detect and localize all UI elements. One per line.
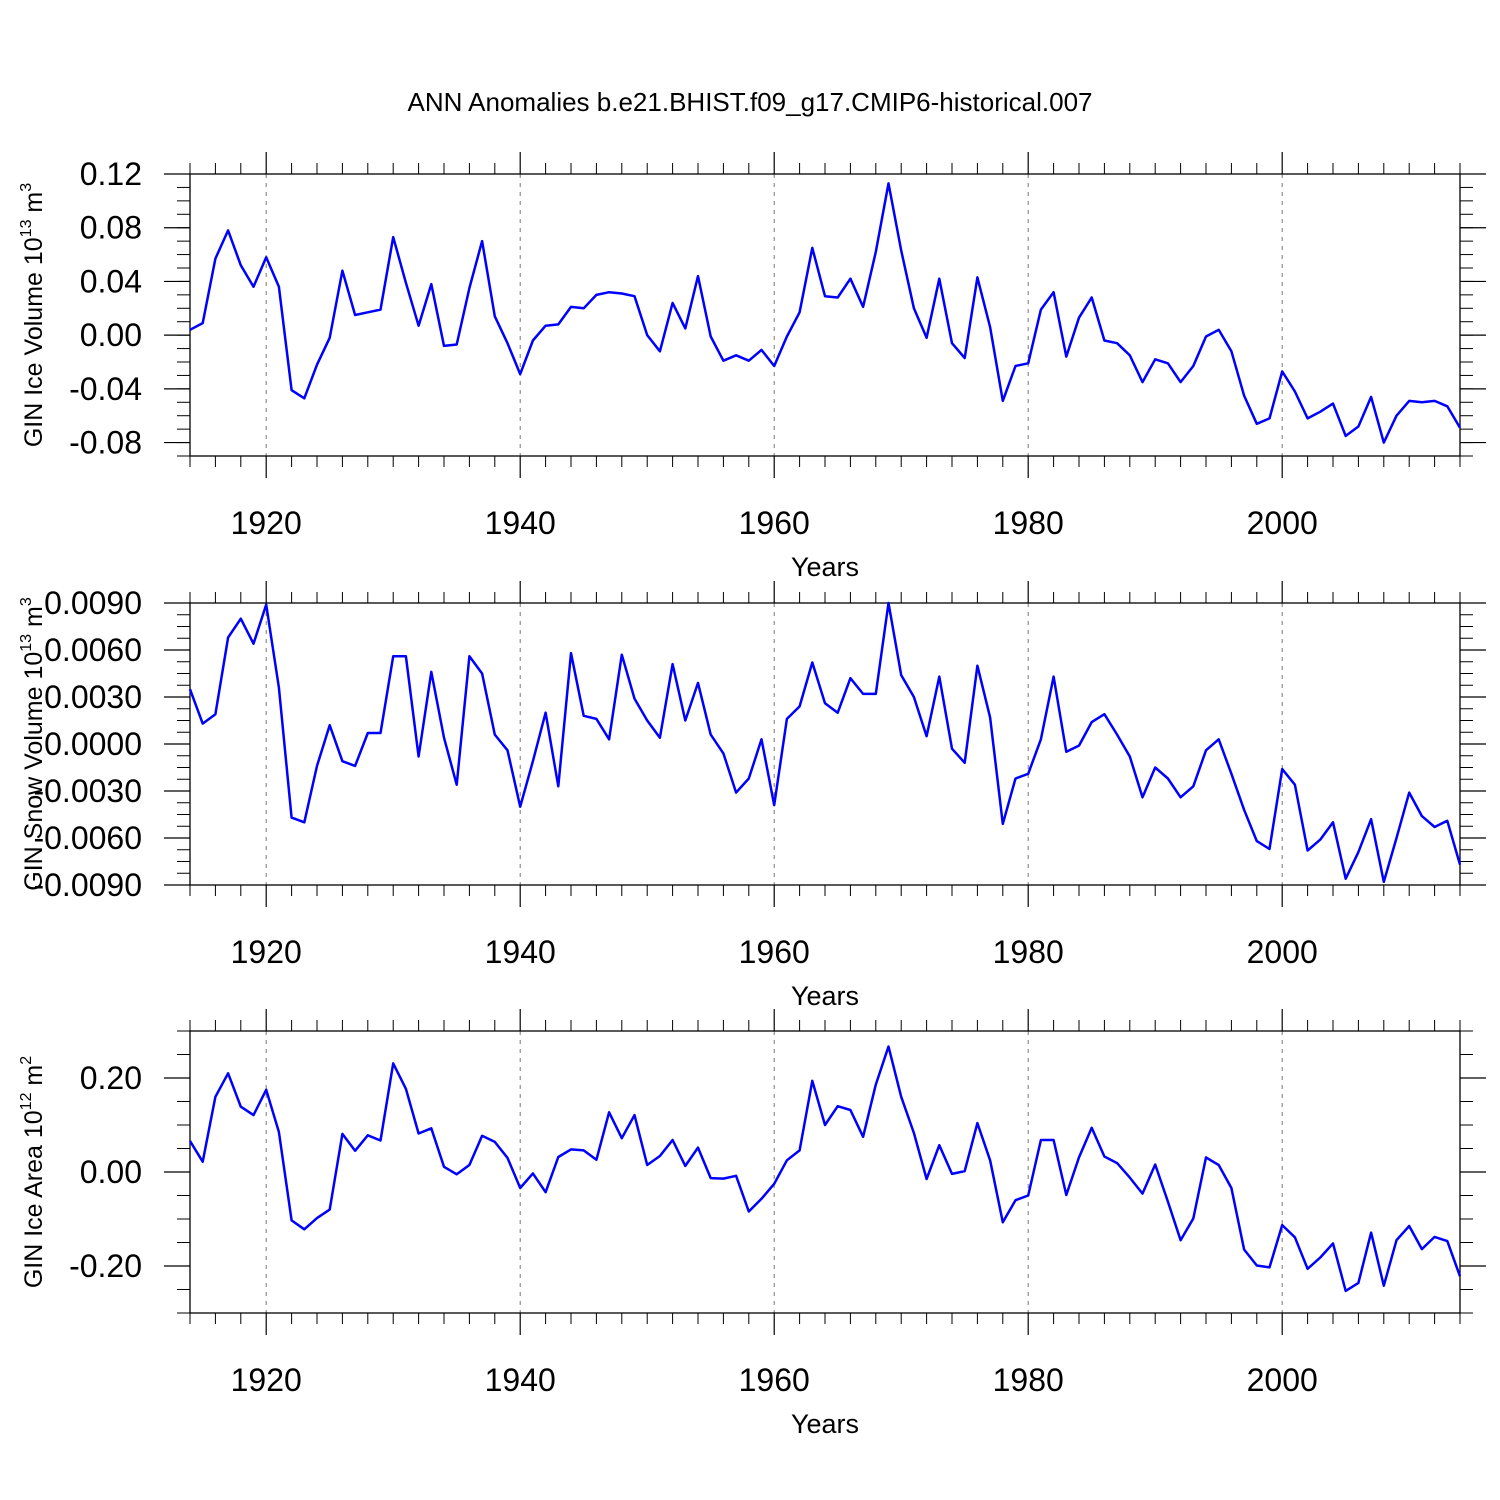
y-axis-label-exponent: 13 — [18, 634, 35, 652]
y-tick-label: 0.20 — [80, 1060, 142, 1096]
y-tick-label: -0.20 — [69, 1248, 142, 1284]
y-axis-label-unit: m — [20, 606, 48, 634]
x-tick-label: 1920 — [231, 505, 302, 541]
panel-3-series-line — [188, 1045, 1462, 1293]
x-tick-label: 1980 — [993, 1362, 1064, 1398]
y-tick-label: 0.08 — [80, 210, 142, 246]
x-axis-label: Years — [791, 981, 859, 1011]
y-axis-label-exponent: 13 — [18, 219, 35, 237]
x-tick-label: 1980 — [993, 505, 1064, 541]
y-axis-label: GIN Ice Volume 1013 m3 — [18, 183, 48, 447]
x-tick-label: 1940 — [485, 1362, 556, 1398]
x-tick-label: 1960 — [739, 1362, 810, 1398]
plot-frame — [189, 602, 1461, 886]
x-tick-label: 1920 — [231, 934, 302, 970]
x-tick-label: 1980 — [993, 934, 1064, 970]
x-tick-label: 1960 — [739, 505, 810, 541]
panel-2-series-line — [188, 601, 1462, 884]
y-axis-label-text: GIN Ice Area 10 — [20, 1110, 48, 1288]
y-axis-label-unit: m — [20, 1065, 48, 1093]
plot-frame — [189, 1030, 1461, 1314]
y-axis-label-exponent: 12 — [18, 1092, 35, 1110]
y-axis-label-unit-exponent: 3 — [18, 183, 35, 192]
panel-ice-volume: 1920 1940 1960 1980 2000 0.12 0.08 0.04 0.00 -0.0… — [18, 152, 1486, 582]
y-tick-label: 0.04 — [80, 263, 142, 299]
y-tick-label: -0.0060 — [33, 820, 142, 856]
y-tick-label: 0.0060 — [44, 632, 142, 668]
y-tick-label: -0.0090 — [33, 867, 142, 903]
x-tick-label: 2000 — [1247, 934, 1318, 970]
plot-frame — [189, 173, 1461, 457]
figure-title: ANN Anomalies b.e21.BHIST.f09_g17.CMIP6-… — [407, 87, 1092, 117]
x-tick-label: 2000 — [1247, 1362, 1318, 1398]
y-tick-label: 0.0000 — [44, 726, 142, 762]
y-axis-label-unit: m — [20, 192, 48, 220]
x-axis-label: Years — [791, 1409, 859, 1439]
y-axis-label-unit-exponent: 3 — [18, 597, 35, 606]
y-axis-label: GIN Ice Area 1012 m2 — [18, 1056, 48, 1288]
y-tick-label: -0.0030 — [33, 773, 142, 809]
x-tick-label: 1940 — [485, 934, 556, 970]
y-tick-label: 0.00 — [80, 317, 142, 353]
y-tick-label: -0.08 — [69, 425, 142, 461]
y-tick-label: -0.04 — [69, 371, 142, 407]
panel-snow-volume: 1920 1940 1960 1980 2000 0.0090 0.0060 0.0030 0.… — [18, 581, 1486, 1011]
x-tick-label: 1920 — [231, 1362, 302, 1398]
y-tick-label: 0.12 — [80, 156, 142, 192]
y-axis-label-text: GIN Ice Volume 10 — [20, 237, 48, 447]
x-tick-label: 1940 — [485, 505, 556, 541]
y-tick-label: 0.00 — [80, 1154, 142, 1190]
panel-ice-area: 1920 1940 1960 1980 2000 0.20 0.00 -0.20 Years GI… — [18, 1009, 1486, 1439]
x-axis-label: Years — [791, 552, 859, 582]
y-tick-label: 0.0090 — [44, 585, 142, 621]
x-tick-label: 2000 — [1247, 505, 1318, 541]
x-tick-label: 1960 — [739, 934, 810, 970]
panel-1-series-line — [189, 182, 1462, 444]
y-axis-label-text: GIN Snow Volume 10 — [20, 652, 48, 891]
y-axis-label-unit-exponent: 2 — [18, 1056, 35, 1065]
y-tick-label: 0.0030 — [44, 679, 142, 715]
y-axis-label: GIN Snow Volume 1013 m3 — [18, 597, 48, 891]
